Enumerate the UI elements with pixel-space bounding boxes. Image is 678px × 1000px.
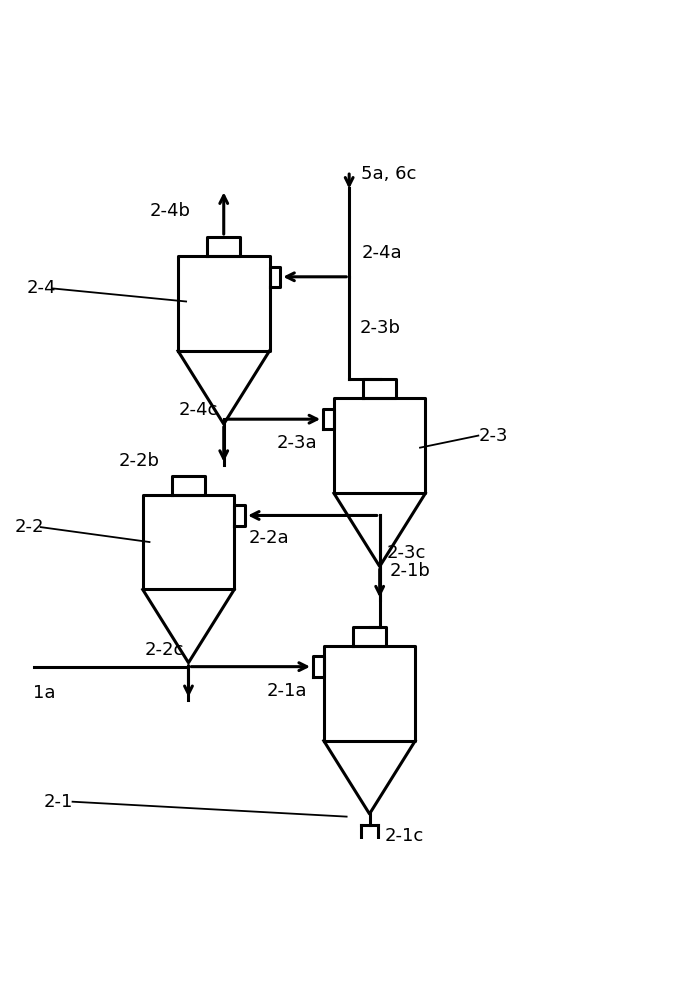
Text: 2-1b: 2-1b bbox=[390, 562, 431, 580]
Text: 2-4c: 2-4c bbox=[179, 401, 218, 419]
Text: 2-3b: 2-3b bbox=[359, 319, 400, 337]
Text: 2-4: 2-4 bbox=[27, 279, 57, 297]
Text: 2-1a: 2-1a bbox=[267, 682, 308, 700]
Text: 2-3a: 2-3a bbox=[277, 434, 317, 452]
Text: 2-2: 2-2 bbox=[15, 518, 45, 536]
Text: 1a: 1a bbox=[33, 684, 55, 702]
Text: 2-4a: 2-4a bbox=[361, 244, 402, 262]
Text: 5a, 6c: 5a, 6c bbox=[361, 165, 417, 183]
Text: 2-3: 2-3 bbox=[479, 427, 508, 445]
Text: 2-1c: 2-1c bbox=[384, 827, 424, 845]
Text: 2-3c: 2-3c bbox=[386, 544, 426, 562]
Text: 2-2b: 2-2b bbox=[119, 452, 160, 470]
Text: 2-2a: 2-2a bbox=[249, 529, 289, 547]
Text: 2-4b: 2-4b bbox=[150, 202, 191, 220]
Text: 2-1: 2-1 bbox=[44, 793, 73, 811]
Text: 2-2c: 2-2c bbox=[145, 641, 184, 659]
